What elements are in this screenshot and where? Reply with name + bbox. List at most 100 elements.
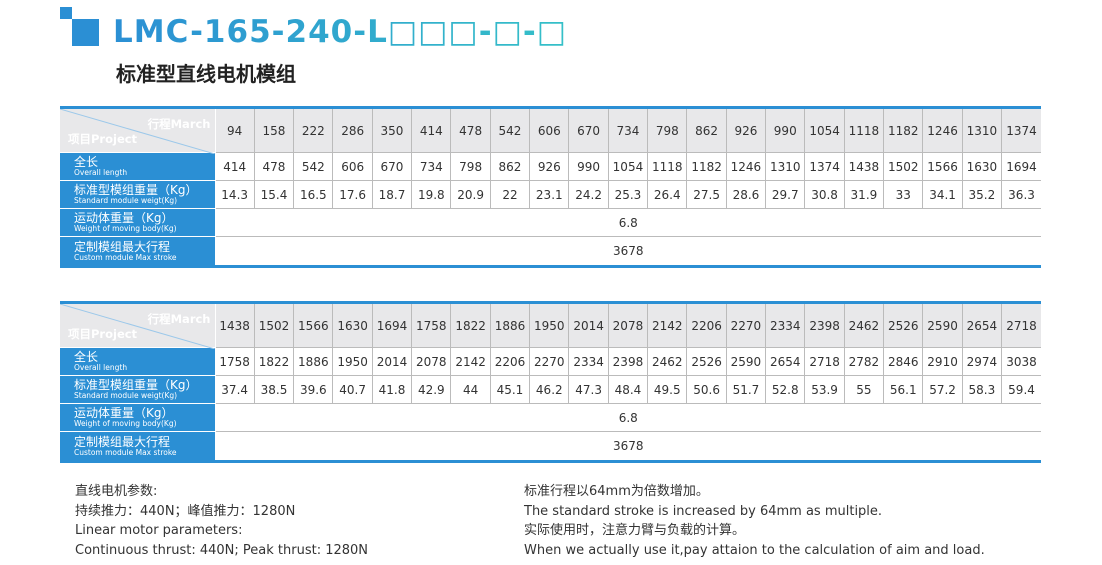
weight-cell: 29.7 xyxy=(765,180,806,209)
length-cell: 926 xyxy=(529,152,570,181)
length-cell: 606 xyxy=(332,152,373,181)
note-line: 持续推力：440N；峰值推力：1280N xyxy=(75,503,296,519)
page-subtitle: 标准型直线电机模组 xyxy=(116,62,296,86)
length-cell: 1694 xyxy=(1001,152,1041,181)
max-stroke-cell: 3678 xyxy=(214,236,1041,267)
stroke-cell: 2334 xyxy=(765,302,806,348)
moving-weight-cell: 6.8 xyxy=(214,403,1041,432)
length-cell: 2398 xyxy=(607,347,649,376)
length-cell: 3038 xyxy=(1001,347,1041,376)
weight-cell: 50.6 xyxy=(686,375,727,404)
stroke-cell: 222 xyxy=(293,107,334,153)
length-cell: 1886 xyxy=(293,347,334,376)
length-cell: 798 xyxy=(450,152,491,181)
stroke-cell: 670 xyxy=(568,107,609,153)
stroke-cell: 1438 xyxy=(214,302,255,348)
weight-cell: 38.5 xyxy=(253,375,295,404)
row-label-cn: 定制模组最大行程 xyxy=(74,434,171,449)
weight-cell: 17.6 xyxy=(332,180,373,209)
weight-cell: 44 xyxy=(450,375,491,404)
length-cell: 2206 xyxy=(489,347,531,376)
row-label-en: Weight of moving body(Kg) xyxy=(74,419,177,429)
stroke-cell: 2398 xyxy=(804,302,845,348)
row-label-cn: 标准型模组重量（Kg） xyxy=(74,183,198,198)
row-label: 运动体重量（Kg） Weight of moving body(Kg) xyxy=(60,208,216,237)
length-cell: 2142 xyxy=(450,347,491,376)
weight-cell: 14.3 xyxy=(214,180,255,209)
stroke-header: 行程March xyxy=(147,312,211,326)
weight-cell: 53.9 xyxy=(804,375,845,404)
length-cell: 2526 xyxy=(686,347,727,376)
stroke-cell: 542 xyxy=(489,107,531,153)
length-cell: 1054 xyxy=(607,152,649,181)
weight-cell: 57.2 xyxy=(922,375,963,404)
stroke-cell: 286 xyxy=(332,107,373,153)
stroke-cell: 1118 xyxy=(843,107,885,153)
row-label-en: Overall length xyxy=(74,168,128,178)
note-line: The standard stroke is increased by 64mm… xyxy=(524,503,883,519)
stroke-cell: 990 xyxy=(765,107,806,153)
spec-table-1: 行程March 项目Project 94 158 222 286 350 414 478 542 6… xyxy=(60,106,1041,268)
stroke-cell: 1758 xyxy=(411,302,452,348)
row-label-en: Standard module weigt(Kg) xyxy=(74,391,178,401)
weight-cell: 59.4 xyxy=(1001,375,1041,404)
stroke-cell: 1694 xyxy=(371,302,413,348)
weight-cell: 45.1 xyxy=(489,375,531,404)
note-line: Linear motor parameters: xyxy=(75,523,243,539)
row-label-en: Weight of moving body(Kg) xyxy=(74,224,177,234)
length-cell: 1502 xyxy=(883,152,924,181)
length-cell: 1758 xyxy=(214,347,255,376)
weight-cell: 56.1 xyxy=(883,375,924,404)
length-cell: 2910 xyxy=(922,347,963,376)
weight-cell: 30.8 xyxy=(804,180,845,209)
weight-cell: 37.4 xyxy=(214,375,255,404)
spec-table-2: 行程March 项目Project 1438 1502 1566 1630 1694 1758… xyxy=(60,301,1041,463)
note-line: 直线电机参数: xyxy=(75,484,158,499)
row-label-cn: 全长 xyxy=(74,155,99,170)
weight-cell: 16.5 xyxy=(293,180,334,209)
stroke-cell: 158 xyxy=(253,107,295,153)
stroke-header: 行程March xyxy=(147,117,211,131)
weight-cell: 19.8 xyxy=(411,180,452,209)
weight-row: 标准型模组重量（Kg） Standard module weigt(Kg) 37.4… xyxy=(60,375,1041,404)
stroke-cell: 1182 xyxy=(883,107,924,153)
stroke-row: 行程March 项目Project 94 158 222 286 350 414 478 542 6… xyxy=(60,107,1041,154)
stroke-cell: 2206 xyxy=(686,302,727,348)
length-cell: 2718 xyxy=(804,347,845,376)
stroke-cell: 2718 xyxy=(1001,302,1041,348)
length-cell: 2974 xyxy=(961,347,1003,376)
length-cell: 862 xyxy=(489,152,531,181)
weight-cell: 34.1 xyxy=(922,180,963,209)
stroke-cell: 798 xyxy=(647,107,688,153)
project-header: 项目Project xyxy=(68,132,138,146)
row-label-cn: 标准型模组重量（Kg） xyxy=(74,378,198,393)
weight-cell: 27.5 xyxy=(686,180,727,209)
stroke-cell: 1886 xyxy=(489,302,531,348)
stroke-cell: 1310 xyxy=(961,107,1003,153)
weight-cell: 20.9 xyxy=(450,180,491,209)
row-label: 定制模组最大行程 Custom module Max stroke xyxy=(60,236,216,267)
weight-cell: 18.7 xyxy=(371,180,413,209)
weight-cell: 47.3 xyxy=(568,375,609,404)
diagonal-divider xyxy=(60,109,215,154)
weight-cell: 36.3 xyxy=(1001,180,1041,209)
length-cell: 1310 xyxy=(765,152,806,181)
weight-row: 标准型模组重量（Kg） Standard module weigt(Kg) 14.3… xyxy=(60,180,1041,209)
length-cell: 2270 xyxy=(529,347,570,376)
weight-cell: 26.4 xyxy=(647,180,688,209)
length-cell: 1438 xyxy=(843,152,885,181)
weight-cell: 35.2 xyxy=(961,180,1003,209)
stroke-cell: 926 xyxy=(725,107,767,153)
length-cell: 1950 xyxy=(332,347,373,376)
length-cell: 414 xyxy=(214,152,255,181)
row-label-cn: 运动体重量（Kg） xyxy=(74,211,174,226)
length-cell: 1822 xyxy=(253,347,295,376)
weight-cell: 52.8 xyxy=(765,375,806,404)
length-cell: 1182 xyxy=(686,152,727,181)
corner-header: 行程March 项目Project xyxy=(60,302,216,349)
stroke-cell: 1822 xyxy=(450,302,491,348)
length-cell: 2334 xyxy=(568,347,609,376)
length-cell: 734 xyxy=(411,152,452,181)
row-label: 标准型模组重量（Kg） Standard module weigt(Kg) xyxy=(60,375,216,404)
row-label-en: Standard module weigt(Kg) xyxy=(74,196,178,206)
